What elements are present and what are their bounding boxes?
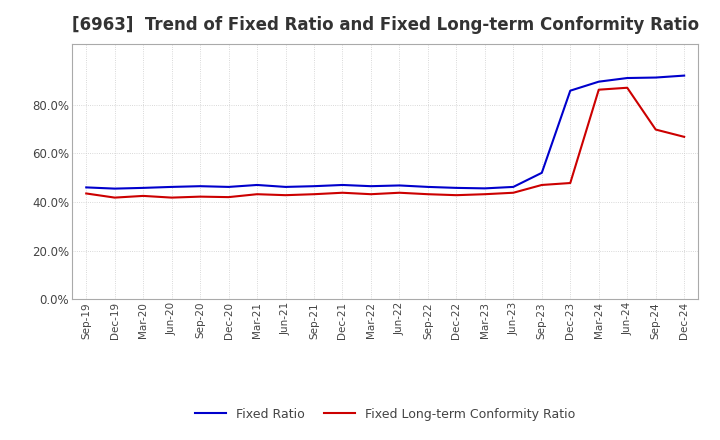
Fixed Long-term Conformity Ratio: [139, 193, 148, 198]
Fixed Ratio: [338, 182, 347, 187]
Fixed Long-term Conformity Ratio: [82, 191, 91, 196]
Fixed Ratio: [196, 183, 204, 189]
Fixed Long-term Conformity Ratio: [253, 191, 261, 197]
Fixed Long-term Conformity Ratio: [196, 194, 204, 199]
Fixed Long-term Conformity Ratio: [652, 127, 660, 132]
Fixed Ratio: [566, 88, 575, 93]
Fixed Long-term Conformity Ratio: [423, 191, 432, 197]
Fixed Long-term Conformity Ratio: [167, 195, 176, 200]
Fixed Ratio: [310, 183, 318, 189]
Fixed Ratio: [509, 184, 518, 190]
Fixed Long-term Conformity Ratio: [680, 134, 688, 139]
Fixed Ratio: [680, 73, 688, 78]
Fixed Long-term Conformity Ratio: [566, 180, 575, 186]
Fixed Long-term Conformity Ratio: [623, 85, 631, 90]
Legend: Fixed Ratio, Fixed Long-term Conformity Ratio: Fixed Ratio, Fixed Long-term Conformity …: [190, 403, 580, 425]
Fixed Long-term Conformity Ratio: [225, 194, 233, 200]
Fixed Ratio: [452, 185, 461, 191]
Fixed Ratio: [595, 79, 603, 84]
Fixed Long-term Conformity Ratio: [282, 193, 290, 198]
Fixed Ratio: [110, 186, 119, 191]
Fixed Long-term Conformity Ratio: [595, 87, 603, 92]
Fixed Long-term Conformity Ratio: [537, 182, 546, 187]
Fixed Long-term Conformity Ratio: [310, 191, 318, 197]
Fixed Ratio: [225, 184, 233, 190]
Fixed Ratio: [395, 183, 404, 188]
Fixed Ratio: [480, 186, 489, 191]
Fixed Long-term Conformity Ratio: [452, 193, 461, 198]
Fixed Ratio: [652, 75, 660, 80]
Fixed Long-term Conformity Ratio: [395, 190, 404, 195]
Fixed Ratio: [82, 185, 91, 190]
Line: Fixed Long-term Conformity Ratio: Fixed Long-term Conformity Ratio: [86, 88, 684, 198]
Fixed Long-term Conformity Ratio: [480, 191, 489, 197]
Fixed Long-term Conformity Ratio: [509, 190, 518, 195]
Fixed Ratio: [623, 75, 631, 81]
Fixed Ratio: [366, 183, 375, 189]
Title: [6963]  Trend of Fixed Ratio and Fixed Long-term Conformity Ratio: [6963] Trend of Fixed Ratio and Fixed Lo…: [71, 16, 699, 34]
Fixed Ratio: [537, 170, 546, 176]
Fixed Long-term Conformity Ratio: [110, 195, 119, 200]
Fixed Ratio: [167, 184, 176, 190]
Fixed Long-term Conformity Ratio: [338, 190, 347, 195]
Fixed Ratio: [282, 184, 290, 190]
Fixed Ratio: [423, 184, 432, 190]
Fixed Long-term Conformity Ratio: [366, 191, 375, 197]
Fixed Ratio: [139, 185, 148, 191]
Fixed Ratio: [253, 182, 261, 187]
Line: Fixed Ratio: Fixed Ratio: [86, 76, 684, 189]
